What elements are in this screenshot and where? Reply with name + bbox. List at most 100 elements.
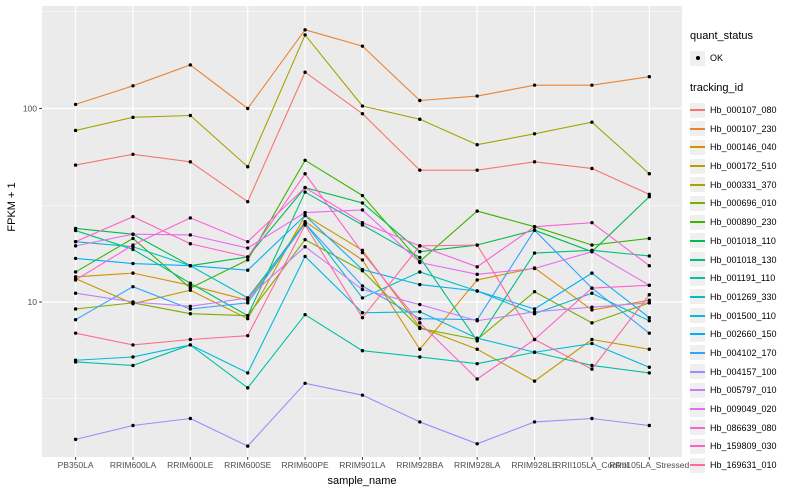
legend-item-Hb_009049_020: Hb_009049_020 (690, 400, 800, 419)
data-point (647, 298, 651, 303)
data-point (360, 220, 365, 225)
data-point (647, 315, 651, 320)
data-point (131, 232, 135, 236)
data-point (188, 281, 193, 285)
data-point (532, 83, 537, 87)
data-point (590, 83, 594, 87)
data-point (303, 190, 307, 194)
legend-item-label: Hb_000172_510 (710, 161, 777, 172)
legend-item-label: Hb_086639_080 (710, 422, 777, 433)
data-point (590, 367, 594, 371)
data-point (475, 339, 479, 343)
data-point (647, 365, 651, 369)
data-point (360, 208, 365, 212)
data-point (647, 331, 651, 335)
data-point (590, 341, 594, 346)
line-swatch (690, 401, 705, 417)
legend-item-label: Hb_002660_150 (710, 329, 777, 340)
legend: quant_status OK tracking_id Hb_000107_08… (690, 30, 800, 474)
data-point (188, 307, 193, 311)
x-tick-label: RRII105LA_Control (555, 460, 629, 470)
data-point (303, 28, 307, 32)
point-swatch (690, 50, 705, 66)
data-point (418, 270, 422, 274)
line-swatch (690, 308, 705, 324)
data-point (246, 298, 250, 303)
data-point (188, 304, 193, 309)
data-point (647, 195, 651, 199)
data-point (73, 270, 78, 274)
data-point (360, 267, 365, 272)
data-point (73, 239, 78, 244)
legend-item-label: Hb_001018_130 (710, 254, 777, 265)
data-point (532, 132, 537, 136)
data-point (532, 290, 537, 294)
data-point (303, 172, 307, 176)
line-swatch-color (690, 314, 705, 317)
data-point (418, 260, 422, 265)
data-point (475, 278, 479, 282)
line-swatch (690, 420, 705, 436)
line-swatch (690, 457, 705, 473)
data-point (303, 213, 307, 218)
data-point (590, 166, 594, 171)
data-point (73, 307, 78, 311)
data-point (647, 172, 651, 176)
data-point (73, 256, 78, 261)
data-point (360, 258, 365, 262)
data-point (418, 117, 422, 121)
legend-item-Hb_000107_080: Hb_000107_080 (690, 101, 800, 120)
legend-item-Hb_159809_030: Hb_159809_030 (690, 437, 800, 456)
line-swatch (690, 121, 705, 137)
data-point (360, 111, 365, 116)
x-tick-label: RRIM600PE (281, 460, 329, 470)
line-swatch-color (690, 445, 705, 448)
data-point (360, 311, 365, 315)
data-point (188, 264, 193, 268)
data-point (73, 228, 78, 233)
data-point (246, 268, 250, 272)
data-point (418, 347, 422, 351)
data-point (246, 165, 250, 169)
data-point (475, 347, 479, 351)
data-point (418, 310, 422, 314)
line-swatch (690, 139, 705, 155)
data-point (360, 393, 365, 397)
data-point (418, 321, 422, 325)
data-point (532, 228, 537, 232)
data-point (188, 63, 193, 67)
data-point (475, 265, 479, 269)
legend-item-label: Hb_000107_230 (710, 123, 777, 134)
legend-item-Hb_004102_170: Hb_004102_170 (690, 344, 800, 363)
data-point (131, 355, 135, 359)
data-point (246, 316, 250, 321)
legend-item-Hb_001500_110: Hb_001500_110 (690, 306, 800, 325)
data-point (360, 284, 365, 288)
legend-item-Hb_004157_100: Hb_004157_100 (690, 362, 800, 381)
data-point (303, 312, 307, 317)
data-point (131, 84, 135, 88)
data-point (590, 243, 594, 247)
x-tick-label: RRIM901LA (339, 460, 386, 470)
line-swatch (690, 195, 705, 211)
legend-item-label: OK (710, 53, 724, 64)
line-swatch-color (690, 221, 705, 224)
data-point (303, 237, 307, 242)
data-point (475, 94, 479, 98)
data-point (590, 249, 594, 254)
data-point (131, 261, 135, 266)
data-point (590, 286, 594, 290)
legend-item-label: Hb_001191_110 (710, 273, 776, 284)
legend-item-Hb_000331_370: Hb_000331_370 (690, 175, 800, 194)
data-point (532, 420, 537, 424)
data-point (246, 296, 250, 300)
legend-item-label: Hb_001269_330 (710, 291, 777, 302)
data-point (246, 313, 250, 318)
data-point (475, 209, 479, 213)
data-point (188, 233, 193, 237)
line-swatch-color (690, 408, 705, 411)
data-point (131, 271, 135, 275)
line-swatch-color (690, 258, 705, 261)
data-point (360, 193, 365, 198)
data-point (188, 286, 193, 290)
